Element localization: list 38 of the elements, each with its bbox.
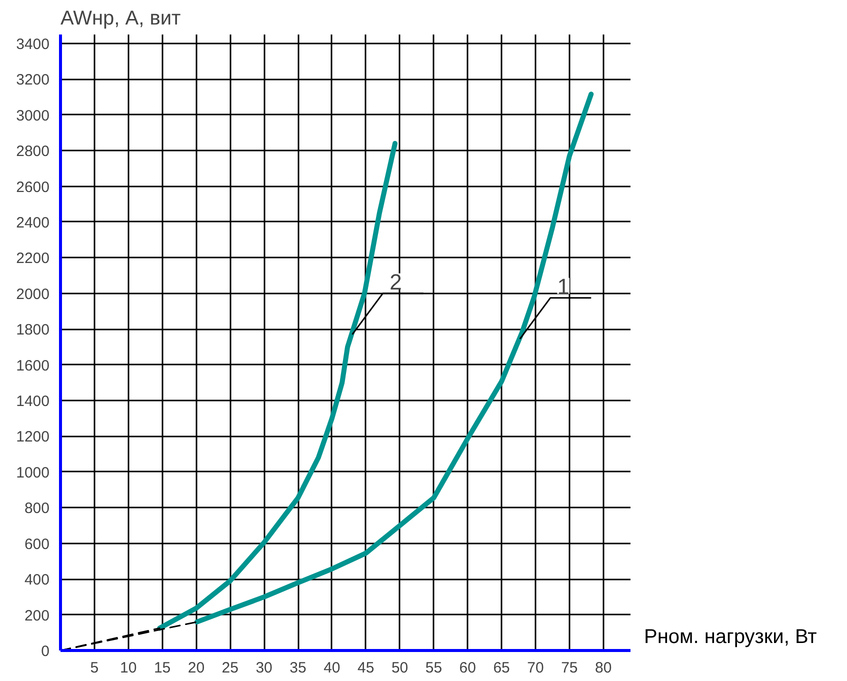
y-tick-label: 2000 (16, 286, 50, 303)
x-axis-title: Pном. нагрузки, Вт (644, 625, 817, 650)
y-tick-label: 400 (24, 572, 50, 589)
annotation: 2 (390, 269, 402, 294)
x-tick-label: 80 (595, 660, 612, 676)
x-tick-label: 65 (493, 660, 510, 676)
x-tick-label: 50 (391, 660, 408, 676)
x-tick-label: 70 (527, 660, 544, 676)
y-tick-label: 2800 (16, 143, 50, 160)
y-tick-label: 3400 (16, 36, 50, 53)
y-tick-label: 0 (41, 643, 50, 660)
y-tick-label: 2400 (16, 214, 50, 232)
x-tick-label: 10 (120, 660, 137, 676)
x-tick-label: 45 (358, 660, 374, 676)
y-tick-label: 1800 (16, 322, 50, 339)
y-axis-title: AWнр, А, вит (60, 8, 181, 30)
x-tick-label: 75 (561, 660, 578, 676)
x-tick-label: 20 (188, 660, 205, 676)
x-tick-label: 30 (256, 660, 272, 676)
y-tick-label: 3200 (16, 72, 50, 89)
y-tick-label: 3000 (16, 107, 50, 124)
x-tick-label: 55 (425, 660, 442, 676)
y-tick-label: 1400 (16, 393, 50, 410)
y-tick-label: 2200 (16, 250, 50, 268)
annotation: 1 (557, 274, 570, 299)
x-tick-label: 35 (290, 660, 306, 676)
x-tick-label: 25 (222, 660, 238, 676)
x-tick-label: 15 (154, 660, 171, 676)
x-tick-label: 5 (90, 660, 99, 676)
y-tick-label: 2600 (16, 178, 50, 196)
y-tick-label: 1000 (16, 464, 50, 482)
y-tick-label: 200 (24, 607, 50, 624)
x-tick-label: 40 (324, 660, 340, 676)
x-tick-label: 60 (459, 660, 476, 676)
y-tick-label: 1600 (16, 357, 50, 374)
y-tick-label: 800 (24, 500, 50, 518)
y-tick-label: 1200 (16, 428, 50, 446)
y-tick-label: 600 (24, 536, 50, 553)
